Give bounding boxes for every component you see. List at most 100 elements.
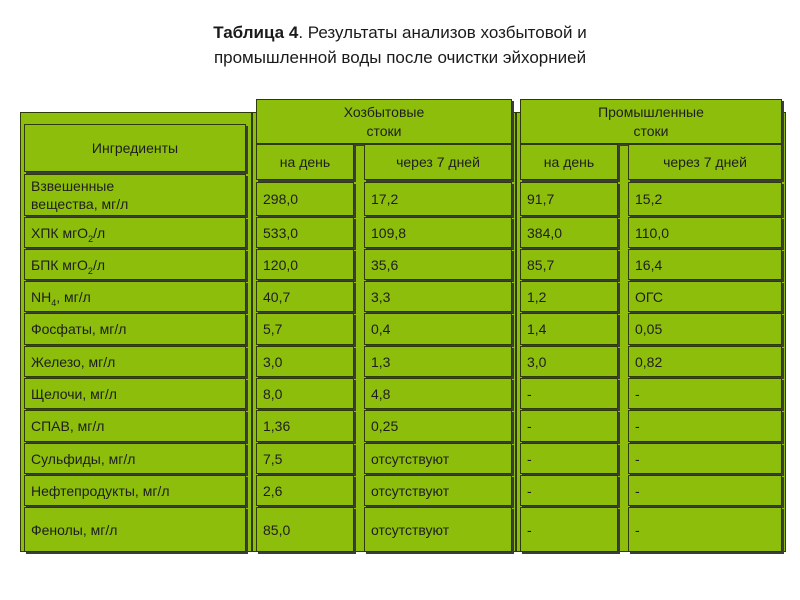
cell-value: 1,4 [527, 321, 547, 337]
cell-value: 3,0 [263, 353, 283, 370]
header-industrial-line2: стоки [633, 122, 669, 139]
cell-value: отсутствуют [371, 521, 450, 538]
cell-value: 8,0 [263, 385, 283, 402]
row-label-text: NH [31, 288, 52, 305]
table-cell-hd: 5,7 [256, 313, 354, 345]
header-industrial-after-7-days-label: через 7 дней [663, 153, 747, 170]
table-cell-p7: - [628, 443, 782, 474]
cell-value: 1,36 [263, 418, 291, 434]
row-label-subscript: 2 [87, 265, 93, 276]
cell-value: 17,2 [371, 191, 399, 207]
header-household-per-day: на день [256, 144, 354, 180]
table-cell-p7: 0,05 [628, 313, 782, 345]
table-cell-pd: 3,0 [520, 346, 618, 377]
table-cell-hd: 533,0 [256, 217, 354, 248]
row-label: БПК мгО2/л [31, 256, 105, 276]
cell-value: 40,7 [263, 288, 291, 305]
table-cell-p7: ОГС [628, 281, 782, 312]
cell-value: 0,25 [371, 418, 399, 434]
header-ingredients-label: Ингредиенты [91, 139, 179, 156]
table-cell-pd: 384,0 [520, 217, 618, 248]
row-label-unit: /л [92, 256, 105, 273]
table-cell-label: СПАВ, мг/л [24, 410, 246, 442]
header-industrial-per-day: на день [520, 144, 618, 180]
cell-value: - [527, 521, 532, 538]
cell-value: - [527, 482, 532, 499]
table-cell-p7: - [628, 507, 782, 552]
cell-value: 0,05 [635, 321, 663, 337]
table-cell-h7: 35,6 [364, 249, 512, 280]
cell-value: 7,5 [263, 450, 283, 467]
cell-value: - [527, 385, 532, 402]
table-cell-p7: 110,0 [628, 217, 782, 248]
table-cell-hd: 40,7 [256, 281, 354, 312]
table-cell-hd: 85,0 [256, 507, 354, 552]
table-cell-label: Сульфиды, мг/л [24, 443, 246, 474]
table-cell-label: Щелочи, мг/л [24, 378, 246, 409]
cell-value: 3,3 [371, 288, 391, 305]
table-cell-pd: 85,7 [520, 249, 618, 280]
cell-value: 110,0 [635, 224, 669, 241]
row-label: Фосфаты, мг/л [31, 321, 127, 337]
header-industrial-line1: Промышленные [598, 103, 704, 120]
slide-title: Таблица 4. Результаты анализов хозбытово… [0, 20, 800, 70]
table-cell-pd: 91,7 [520, 182, 618, 216]
table-cell-pd: 1,2 [520, 281, 618, 312]
table-cell-pd: 1,4 [520, 313, 618, 345]
cell-value: ОГС [635, 288, 663, 305]
cell-value: 5,7 [263, 321, 283, 337]
table-cell-hd: 3,0 [256, 346, 354, 377]
cell-value: 15,2 [635, 191, 663, 207]
header-industrial-after-7-days: через 7 дней [628, 144, 782, 180]
row-label: Сульфиды, мг/л [31, 450, 136, 467]
header-industrial: Промышленные стоки [520, 99, 782, 144]
cell-value: - [635, 450, 640, 467]
table-cell-h7: 3,3 [364, 281, 512, 312]
table-cell-h7: отсутствуют [364, 475, 512, 506]
cell-value: 384,0 [527, 224, 563, 241]
cell-value: отсутствуют [371, 482, 450, 499]
cell-value: 0,82 [635, 353, 663, 370]
header-industrial-per-day-label: на день [543, 153, 595, 170]
header-household-after-7-days-label: через 7 дней [396, 153, 480, 170]
cell-value: - [527, 418, 532, 434]
table-cell-p7: 16,4 [628, 249, 782, 280]
table-cell-hd: 2,6 [256, 475, 354, 506]
row-label-unit: /л [93, 224, 106, 241]
table-cell-label: БПК мгО2/л [24, 249, 246, 280]
table-cell-p7: 15,2 [628, 182, 782, 216]
cell-value: 1,2 [527, 288, 547, 305]
table-cell-label: Нефтепродукты, мг/л [24, 475, 246, 506]
table-cell-p7: - [628, 475, 782, 506]
table-cell-h7: 1,3 [364, 346, 512, 377]
table-cell-h7: отсутствуют [364, 443, 512, 474]
row-label: NH4, мг/л [31, 288, 91, 308]
row-label: Фенолы, мг/л [31, 521, 118, 538]
cell-value: - [635, 418, 640, 434]
table-cell-hd: 8,0 [256, 378, 354, 409]
table-cell-pd: - [520, 475, 618, 506]
cell-value: - [635, 521, 640, 538]
row-label: Взвешенные вещества, мг/л [31, 178, 129, 212]
header-household: Хозбытовые стоки [256, 99, 512, 144]
cell-value: - [635, 482, 640, 499]
row-label-unit: , мг/л [56, 288, 91, 305]
row-label-subscript: 4 [51, 297, 57, 308]
table-cell-pd: - [520, 378, 618, 409]
cell-value: - [527, 450, 532, 467]
table-cell-p7: 0,82 [628, 346, 782, 377]
table-cell-label: Взвешенные вещества, мг/л [24, 174, 246, 216]
header-household-after-7-days: через 7 дней [364, 144, 512, 180]
table-cell-hd: 7,5 [256, 443, 354, 474]
cell-value: 533,0 [263, 224, 299, 241]
header-household-line1: Хозбытовые [343, 103, 425, 120]
cell-value: 0,4 [371, 321, 391, 337]
table-cell-h7: 109,8 [364, 217, 512, 248]
cell-value: 2,6 [263, 482, 283, 499]
table-cell-label: ХПК мгО2/л [24, 217, 246, 248]
title-rest: . Результаты анализов хозбытовой и [298, 23, 587, 42]
table-cell-hd: 120,0 [256, 249, 354, 280]
row-label-text: ХПК мгО [31, 224, 89, 241]
row-label-subscript: 2 [88, 233, 94, 244]
table-cell-h7: 4,8 [364, 378, 512, 409]
